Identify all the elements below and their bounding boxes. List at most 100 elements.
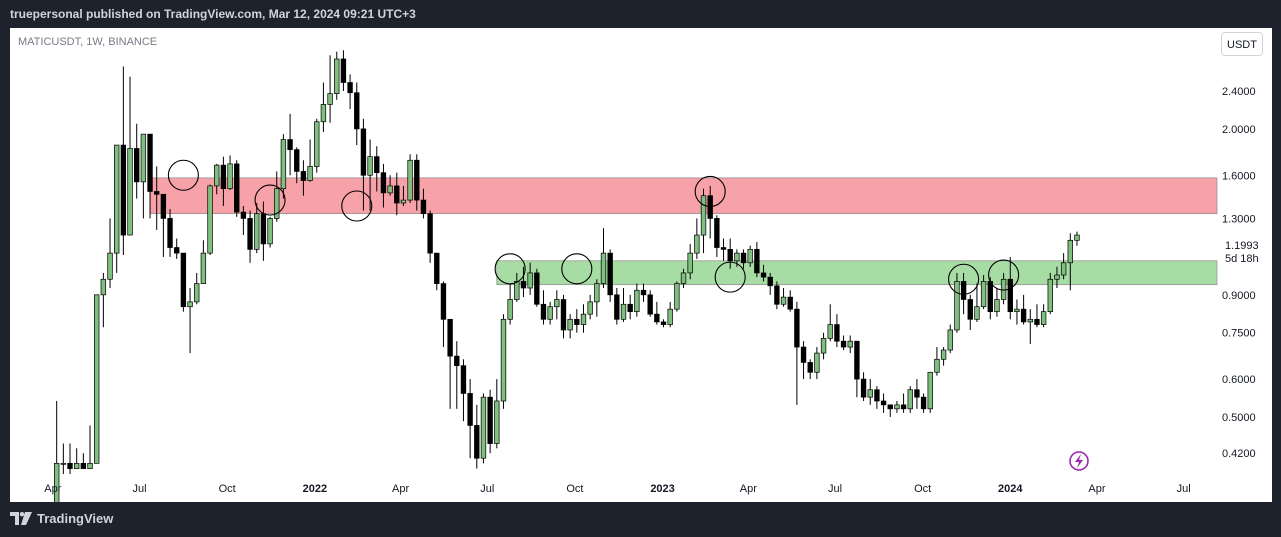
candle[interactable] xyxy=(800,341,807,380)
candle[interactable] xyxy=(594,279,600,317)
candle[interactable] xyxy=(354,82,360,146)
candle[interactable] xyxy=(340,50,347,92)
candle[interactable] xyxy=(954,272,960,333)
candle[interactable] xyxy=(607,249,613,302)
candle[interactable] xyxy=(774,281,780,310)
candle[interactable] xyxy=(134,123,140,199)
candle[interactable] xyxy=(234,160,240,217)
candle[interactable] xyxy=(300,160,307,196)
candle[interactable] xyxy=(400,185,407,207)
candle[interactable] xyxy=(794,301,800,405)
candle[interactable] xyxy=(247,210,253,263)
candle[interactable] xyxy=(447,318,453,409)
candle[interactable] xyxy=(727,238,733,269)
candle[interactable] xyxy=(740,249,747,269)
candle[interactable] xyxy=(94,294,100,464)
candle[interactable] xyxy=(427,210,433,263)
candle[interactable] xyxy=(107,218,113,289)
candle[interactable] xyxy=(154,166,160,230)
candle[interactable] xyxy=(620,288,627,322)
candle[interactable] xyxy=(640,283,647,302)
candle[interactable] xyxy=(614,288,620,325)
candle[interactable] xyxy=(627,294,633,320)
candle[interactable] xyxy=(494,379,500,449)
candle[interactable] xyxy=(420,188,427,219)
candle[interactable] xyxy=(767,272,773,295)
candle[interactable] xyxy=(860,372,867,401)
marker-circle[interactable] xyxy=(494,253,526,285)
candle[interactable] xyxy=(267,216,273,248)
candle[interactable] xyxy=(714,215,720,257)
candle[interactable] xyxy=(314,118,320,173)
candle[interactable] xyxy=(180,252,187,312)
candle[interactable] xyxy=(927,371,933,413)
candle[interactable] xyxy=(867,379,873,405)
marker-circle[interactable] xyxy=(341,190,373,222)
candle[interactable] xyxy=(474,404,480,469)
candle[interactable] xyxy=(1040,304,1047,328)
candle[interactable] xyxy=(80,453,87,469)
marker-circle[interactable] xyxy=(714,261,746,293)
candle[interactable] xyxy=(814,347,820,380)
candle[interactable] xyxy=(887,404,893,417)
candle[interactable] xyxy=(880,393,887,413)
candle[interactable] xyxy=(840,335,847,351)
candle[interactable] xyxy=(374,146,380,192)
support-zone[interactable] xyxy=(496,260,1218,286)
candle[interactable] xyxy=(387,175,393,196)
candle[interactable] xyxy=(960,272,967,315)
candle[interactable] xyxy=(294,147,300,184)
candle[interactable] xyxy=(127,76,133,236)
marker-circle[interactable] xyxy=(948,263,980,295)
candle[interactable] xyxy=(174,238,180,259)
candle[interactable] xyxy=(207,184,213,256)
candle[interactable] xyxy=(220,156,227,207)
candle[interactable] xyxy=(1034,304,1040,328)
candle[interactable] xyxy=(53,400,60,502)
candle[interactable] xyxy=(1027,309,1033,345)
candle[interactable] xyxy=(967,294,973,330)
candle[interactable] xyxy=(240,206,247,236)
candle[interactable] xyxy=(114,144,120,273)
candle[interactable] xyxy=(854,340,860,398)
candle[interactable] xyxy=(307,139,313,182)
candle[interactable] xyxy=(834,314,840,348)
candle[interactable] xyxy=(160,193,167,257)
candle[interactable] xyxy=(60,443,67,474)
candle[interactable] xyxy=(347,74,353,110)
candle[interactable] xyxy=(280,134,287,199)
candle[interactable] xyxy=(827,304,833,342)
candle[interactable] xyxy=(527,262,533,295)
lightning-icon[interactable] xyxy=(1069,451,1089,471)
candle[interactable] xyxy=(907,386,913,413)
candle[interactable] xyxy=(147,133,153,219)
candle[interactable] xyxy=(940,347,947,366)
candle[interactable] xyxy=(760,264,767,282)
candle[interactable] xyxy=(567,314,573,339)
candle[interactable] xyxy=(600,228,607,289)
candle[interactable] xyxy=(914,379,920,409)
candle[interactable] xyxy=(780,288,787,307)
candle[interactable] xyxy=(974,283,980,322)
candle[interactable] xyxy=(514,272,520,302)
marker-circle[interactable] xyxy=(254,184,286,216)
candle[interactable] xyxy=(440,281,447,348)
candle[interactable] xyxy=(687,243,693,280)
candle[interactable] xyxy=(214,163,220,195)
candle[interactable] xyxy=(874,386,880,409)
candle[interactable] xyxy=(87,425,93,469)
candle[interactable] xyxy=(747,245,753,267)
candle[interactable] xyxy=(934,347,940,376)
candle[interactable] xyxy=(900,393,907,413)
candle[interactable] xyxy=(720,238,727,261)
candle[interactable] xyxy=(654,301,660,325)
candle[interactable] xyxy=(754,242,760,278)
candle[interactable] xyxy=(1014,299,1020,325)
candle[interactable] xyxy=(167,209,173,257)
candle[interactable] xyxy=(500,314,507,409)
candle[interactable] xyxy=(1067,233,1073,291)
candle[interactable] xyxy=(647,290,653,317)
candle[interactable] xyxy=(947,324,953,354)
candle[interactable] xyxy=(327,55,333,123)
candle[interactable] xyxy=(660,319,667,328)
